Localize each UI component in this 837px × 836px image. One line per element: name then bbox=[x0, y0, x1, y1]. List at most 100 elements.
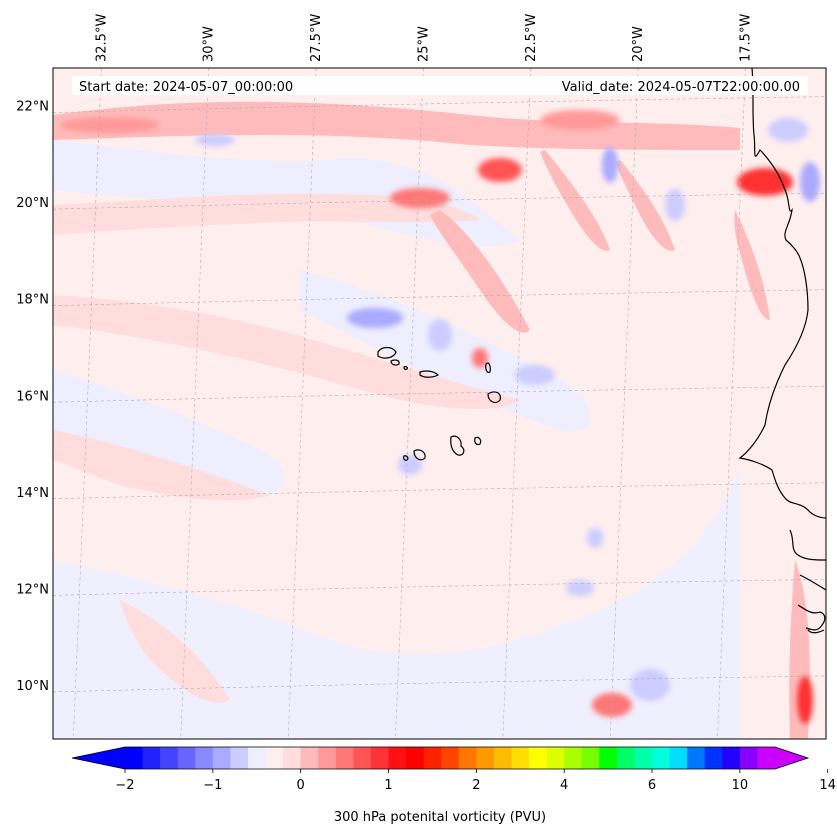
colorbar-cell bbox=[739, 747, 758, 769]
colorbar-tick-label: 0 bbox=[297, 778, 305, 793]
pv-min-17n-26w bbox=[347, 308, 403, 328]
pv-max-16n-23w bbox=[472, 348, 488, 368]
colorbar-tick-label: −1 bbox=[203, 778, 222, 793]
pv-max-north-mid bbox=[540, 110, 620, 130]
pv-min-16n-22w bbox=[515, 365, 555, 385]
latitude-tick-label: 14°N bbox=[16, 486, 49, 501]
colorbar-cell bbox=[669, 747, 688, 769]
colorbar-cell bbox=[634, 747, 653, 769]
colorbar-cell bbox=[581, 747, 600, 769]
colorbar-cell bbox=[177, 747, 196, 769]
colorbar-cell bbox=[353, 747, 372, 769]
island-santa-luzia bbox=[403, 366, 408, 370]
latitude-tick-label: 18°N bbox=[16, 293, 49, 308]
colorbar-tick-label: 6 bbox=[648, 778, 656, 793]
colorbar-tick-label: 2 bbox=[472, 778, 480, 793]
colorbar-lower-extend bbox=[72, 747, 125, 769]
coastlines bbox=[377, 68, 826, 634]
island-sao-nicolau bbox=[419, 370, 440, 378]
map-border bbox=[52, 67, 827, 740]
colorbar-tick-label: 1 bbox=[384, 778, 392, 793]
island-maio bbox=[474, 436, 482, 446]
colorbar-cell bbox=[687, 747, 706, 769]
graticule-parallel bbox=[53, 579, 826, 596]
field-positive-streak-1 bbox=[430, 210, 530, 333]
field-positive-streak-3 bbox=[615, 160, 675, 251]
island-santo-antao bbox=[377, 346, 397, 359]
island-brava bbox=[403, 455, 409, 461]
colorbar: −2 −1 0 1 2 4 6 10 14 300 hPa potenital vorticit… bbox=[71, 746, 836, 825]
field-positive-band-17n bbox=[53, 295, 520, 410]
colorbar-cells bbox=[125, 747, 776, 769]
island-sal bbox=[485, 362, 491, 374]
africa-coastline bbox=[738, 68, 826, 634]
field-negative-band-west bbox=[53, 370, 285, 500]
map-panel: Start date: 2024-05-07_00:00:00 Valid_da… bbox=[52, 67, 827, 740]
graticule-meridian bbox=[717, 68, 746, 739]
colorbar-cell bbox=[388, 747, 407, 769]
colorbar-cell bbox=[125, 747, 143, 769]
graticule-parallel bbox=[53, 482, 826, 500]
colorbar-tick-label: 10 bbox=[732, 778, 749, 793]
colorbar-cell bbox=[335, 747, 354, 769]
colorbar-cell bbox=[476, 747, 495, 769]
colorbar-cell bbox=[265, 747, 284, 769]
vorticity-field bbox=[53, 68, 826, 739]
field-positive-coast-strip bbox=[734, 210, 770, 320]
graticule-meridian bbox=[609, 68, 639, 739]
colorbar-cell bbox=[616, 747, 635, 769]
colorbar-cell bbox=[423, 747, 442, 769]
pv-min-south bbox=[630, 669, 670, 701]
longitude-tick-label: 20°W bbox=[631, 26, 646, 62]
field-positive-southwest bbox=[120, 600, 230, 703]
latitude-tick-label: 10°N bbox=[16, 679, 49, 694]
island-sao-vicente bbox=[390, 359, 400, 366]
colorbar-tick-label: 14 bbox=[819, 778, 836, 793]
colorbar-cell bbox=[247, 747, 266, 769]
graticule-meridian bbox=[287, 68, 317, 739]
field-positive-streak-2 bbox=[540, 150, 610, 251]
latitude-tick-label: 12°N bbox=[16, 582, 49, 597]
colorbar-cell bbox=[493, 747, 512, 769]
colorbar-ticks: −2 −1 0 1 2 4 6 10 14 bbox=[115, 769, 836, 793]
pv-min-21n-17w bbox=[768, 118, 808, 142]
field-negative-band-south bbox=[53, 470, 740, 739]
pv-min-21n-27w bbox=[195, 134, 235, 146]
colorbar-cell bbox=[757, 747, 776, 769]
colorbar-cell bbox=[441, 747, 460, 769]
latitude-tick-label: 22°N bbox=[16, 100, 49, 115]
field-positive-band-20n bbox=[53, 193, 480, 235]
pv-min-12n-21w bbox=[566, 580, 594, 596]
longitude-tick-label: 30°W bbox=[202, 26, 217, 62]
graticule-meridian bbox=[180, 68, 210, 739]
pv-min-20n-15w bbox=[800, 162, 820, 202]
colorbar-cell bbox=[564, 747, 583, 769]
latitude-tick-labels: 22°N 20°N 18°N 16°N 14°N 12°N 10°N bbox=[16, 100, 49, 694]
colorbar-cell bbox=[300, 747, 319, 769]
colorbar-cell bbox=[212, 747, 231, 769]
colorbar-upper-extend bbox=[775, 747, 808, 769]
longitude-tick-labels: 32.5°W 30°W 27.5°W 25°W 22.5°W 20°W 17.5°W bbox=[94, 14, 753, 62]
colorbar-cell bbox=[652, 747, 670, 769]
colorbar-cell bbox=[722, 747, 741, 769]
colorbar-tick-label: 4 bbox=[560, 778, 568, 793]
island-fogo bbox=[413, 449, 426, 461]
colorbar-cell bbox=[318, 747, 337, 769]
pv-max-south-20w bbox=[592, 693, 632, 717]
colorbar-cell bbox=[283, 747, 302, 769]
colorbar-cell bbox=[704, 747, 723, 769]
graticule-parallel bbox=[53, 192, 826, 210]
latitude-tick-label: 16°N bbox=[16, 389, 49, 404]
pv-min-19n-19w bbox=[665, 189, 685, 221]
graticule-parallel bbox=[53, 289, 826, 307]
pv-min-16n-24w bbox=[428, 319, 452, 351]
colorbar-cell bbox=[458, 747, 477, 769]
longitude-tick-label: 27.5°W bbox=[309, 14, 324, 62]
pv-max-20n-25w bbox=[390, 188, 450, 208]
colorbar-cell bbox=[546, 747, 565, 769]
graticule bbox=[53, 68, 826, 739]
field-positive-band-14n bbox=[53, 430, 270, 501]
longitude-tick-label: 17.5°W bbox=[739, 14, 754, 62]
pv-max-coast-20n bbox=[737, 168, 793, 196]
